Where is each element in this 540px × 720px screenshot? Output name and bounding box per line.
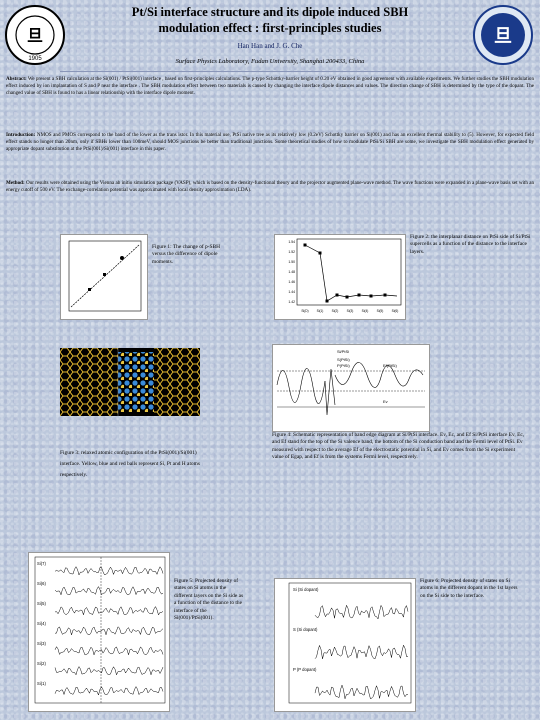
svg-text:1.52: 1.52 — [288, 250, 295, 254]
svg-text:Si(6): Si(6) — [37, 581, 46, 586]
svg-text:1.44: 1.44 — [288, 290, 295, 294]
dos-curve — [54, 646, 164, 656]
figure-3-caption: Figure 3: relaxed atomic configuration o… — [60, 450, 200, 478]
svg-text:Si (Si dopant): Si (Si dopant) — [293, 587, 319, 592]
logo-right-char: 旦 — [494, 26, 512, 46]
title-line-1: Pt/Si interface structure and its dipole… — [131, 5, 409, 19]
figure-1-caption: Figure 1: The change of p-SBH versus the… — [152, 244, 221, 265]
title-line-2: modulation effect : first-principles stu… — [158, 21, 382, 35]
svg-text:Si(3): Si(3) — [347, 309, 354, 313]
svg-text:Si(5): Si(5) — [377, 309, 384, 313]
svg-text:Si(4): Si(4) — [37, 621, 46, 626]
fudan-logo-right: 旦 — [472, 4, 534, 66]
figure-4-diagram: Si/PtSi S(PtSi) P(PtSi) Ef(PtSi) Ev — [272, 344, 430, 432]
svg-text:Si(5): Si(5) — [37, 601, 46, 606]
logo-left-year: 1905 — [28, 56, 42, 62]
figure-1-plot — [60, 234, 148, 320]
svg-text:Si(4): Si(4) — [362, 309, 369, 313]
svg-text:1.50: 1.50 — [288, 260, 295, 264]
svg-text:Si(7): Si(7) — [37, 561, 46, 566]
figure-5-pdos: Si(7) Si(6) Si(5) Si(4) Si(3) Si(2) Si(1… — [28, 552, 170, 712]
svg-text:Si(D): Si(D) — [301, 309, 308, 313]
figure-5-caption: Figure 5: Projected density of states on… — [174, 578, 244, 622]
abstract-label: Abstract: — [6, 76, 27, 82]
intro-label: Introduction: — [6, 132, 36, 138]
header-divider — [60, 71, 480, 72]
svg-text:Si(6): Si(6) — [392, 309, 399, 313]
svg-text:Si(3): Si(3) — [37, 641, 46, 646]
svg-text:Ev: Ev — [383, 399, 388, 404]
svg-text:Si/PtSi: Si/PtSi — [337, 349, 349, 354]
svg-text:P(PtSi): P(PtSi) — [337, 363, 350, 368]
svg-text:Si(1): Si(1) — [37, 681, 46, 686]
svg-text:1.46: 1.46 — [288, 280, 295, 284]
dos-curve — [54, 606, 164, 616]
svg-text:S (Si dopant): S (Si dopant) — [293, 627, 318, 632]
dos-curve — [314, 684, 409, 700]
authors: Han Han and J. G. Che — [237, 42, 303, 50]
abstract: Abstract: We present a SBH calculation a… — [6, 76, 534, 98]
method: Method: Our results were obtained using … — [6, 180, 534, 194]
svg-text:S(PtSi): S(PtSi) — [337, 357, 350, 362]
dos-curve — [54, 626, 164, 636]
figure-6-pdos: Si (Si dopant) S (Si dopant) P (P dopant… — [274, 578, 416, 712]
svg-text:Ef(PtSi): Ef(PtSi) — [383, 363, 397, 368]
method-label: Method: — [6, 180, 25, 186]
logo-left-char: 旦 — [27, 27, 43, 45]
figure-4-caption: Figure 4: Schematic representation of ba… — [272, 432, 525, 461]
dos-curve — [54, 686, 164, 696]
dos-curve — [54, 566, 164, 576]
svg-text:1.48: 1.48 — [288, 270, 295, 274]
figure-6-caption: Figure 6: Projected density of states on… — [420, 578, 518, 599]
intro-text: NMOS and PMOS correspond to the band of … — [6, 132, 534, 153]
abstract-text: We present a SBH calculation at the Si(0… — [6, 76, 534, 97]
svg-text:Si(2): Si(2) — [37, 661, 46, 666]
svg-text:Si(1): Si(1) — [317, 309, 324, 313]
dos-curve — [314, 644, 408, 660]
svg-text:Si(2): Si(2) — [332, 309, 339, 313]
svg-text:1.54: 1.54 — [288, 240, 295, 244]
poster-title: Pt/Si interface structure and its dipole… — [70, 4, 470, 36]
figure-3-structure — [60, 348, 200, 416]
affiliation: Surface Physics Laboratory, Fudan Univer… — [175, 58, 365, 65]
dos-curve — [54, 586, 164, 596]
method-text: Our results were obtained using the Vien… — [6, 180, 534, 194]
dos-curve — [54, 666, 164, 676]
figure-2-caption: Figure 2: the interplanar distance on Pt… — [410, 234, 531, 255]
svg-text:1.42: 1.42 — [288, 300, 295, 304]
dos-curve — [314, 604, 409, 620]
figure-2-plot: 1.54 1.52 1.50 1.48 1.46 1.44 1.42 Si(D)… — [274, 234, 406, 320]
introduction: Introduction: NMOS and PMOS correspond t… — [6, 132, 534, 154]
svg-text:P (P dopant): P (P dopant) — [293, 667, 317, 672]
fudan-logo-left: 旦 1905 — [4, 4, 66, 66]
